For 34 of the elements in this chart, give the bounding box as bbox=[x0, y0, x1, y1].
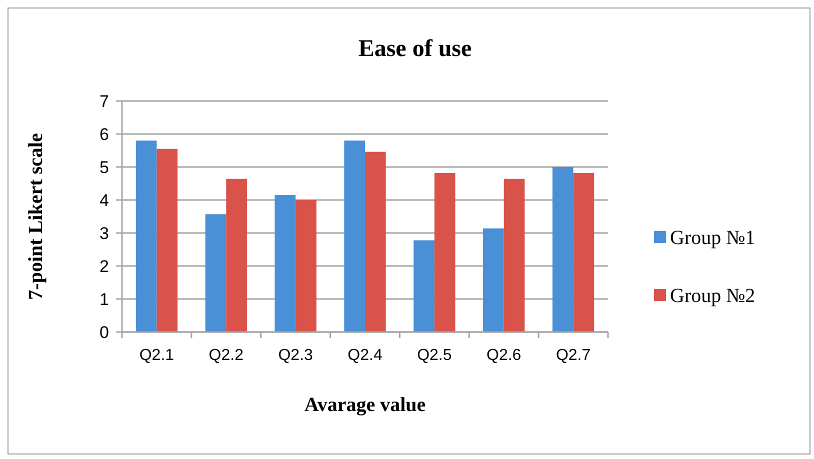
y-axis-title: 7-point Likert scale bbox=[25, 133, 47, 300]
bar bbox=[434, 172, 456, 332]
bar bbox=[274, 195, 296, 332]
y-tick-label: 7 bbox=[100, 92, 109, 111]
chart-title: Ease of use bbox=[358, 36, 472, 62]
bar bbox=[205, 214, 226, 332]
x-tick-label: Q2.1 bbox=[139, 347, 174, 364]
x-tick-label: Q2.6 bbox=[486, 347, 522, 364]
bar bbox=[483, 228, 504, 332]
x-tick-label: Q2.5 bbox=[417, 347, 452, 364]
bar bbox=[504, 178, 525, 332]
y-tick-label: 5 bbox=[100, 158, 109, 177]
bar bbox=[414, 240, 434, 332]
y-tick-label: 4 bbox=[100, 190, 109, 210]
y-tick-label: 3 bbox=[100, 224, 109, 243]
legend-label: Group №1 bbox=[670, 227, 756, 249]
x-tick-label: Q2.2 bbox=[208, 347, 244, 364]
bar bbox=[573, 172, 594, 332]
bar bbox=[296, 200, 316, 332]
y-tick-label: 1 bbox=[100, 290, 109, 309]
bar bbox=[365, 152, 386, 332]
legend-label: Group №2 bbox=[670, 285, 756, 307]
x-tick-label: Q2.4 bbox=[348, 347, 382, 364]
y-tick-label: 6 bbox=[100, 124, 109, 144]
y-tick-label: 0 bbox=[100, 322, 109, 342]
y-tick-label: 2 bbox=[100, 256, 109, 276]
bar bbox=[136, 140, 157, 332]
bar bbox=[344, 140, 365, 332]
bar bbox=[226, 178, 247, 332]
bar bbox=[552, 167, 574, 332]
x-axis-title: Avarage value bbox=[304, 394, 426, 416]
x-tick-label: Q2.3 bbox=[278, 347, 314, 364]
bar bbox=[156, 148, 178, 332]
x-tick-label: Q2.7 bbox=[556, 347, 591, 364]
